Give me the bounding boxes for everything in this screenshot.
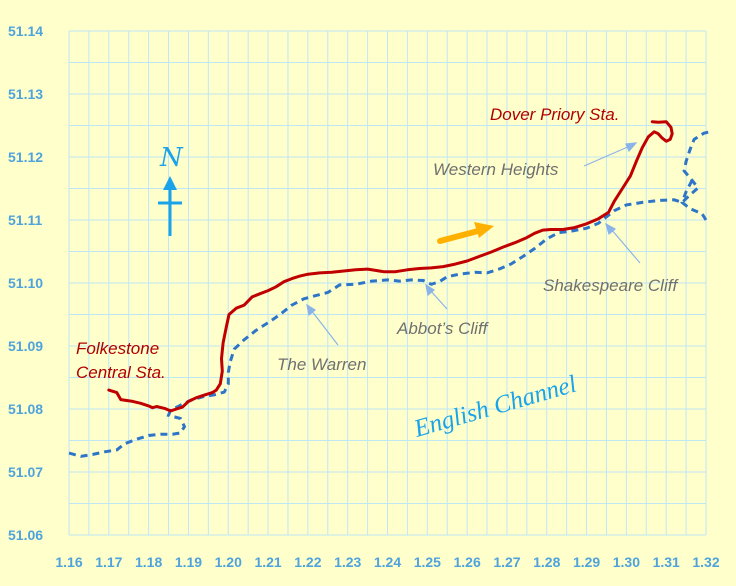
dover-priory-label: Dover Priory Sta. [490,105,619,124]
x-tick-label: 1.24 [374,554,401,570]
western-heights-leader [583,145,631,167]
route-path [107,120,674,413]
x-tick-label: 1.25 [414,554,441,570]
x-tick-label: 1.19 [175,554,202,570]
leader-lines [306,142,641,346]
x-tick-label: 1.30 [613,554,640,570]
abbots-cliff-label: Abbot’s Cliff [396,319,490,338]
x-tick-label: 1.23 [334,554,361,570]
coastline-path [68,130,711,458]
north-label: N [159,143,184,173]
abbots-leader [429,289,448,310]
abbots-leader-arrowhead [425,283,436,297]
shakespeare-cliff-label: Shakespeare Cliff [543,276,679,295]
x-tick-label: 1.27 [493,554,520,570]
y-tick-label: 51.08 [8,401,43,417]
y-tick-label: 51.09 [8,338,43,354]
y-tick-label: 51.13 [8,86,43,102]
x-tick-label: 1.16 [55,554,82,570]
western-heights-leader-arrowhead [625,142,638,153]
coastline-layer [68,130,711,458]
warren-leader [310,309,339,346]
shakespeare-leader [610,228,641,264]
x-tick-label: 1.29 [573,554,600,570]
y-tick-label: 51.10 [8,275,43,291]
folkestone-label-line2: Central Sta. [76,363,166,382]
shakespeare-leader-arrowhead [605,222,617,236]
x-tick-label: 1.28 [533,554,560,570]
y-tick-label: 51.12 [8,149,43,165]
north-arrow-icon [158,176,182,236]
x-tick-label: 1.22 [294,554,321,570]
x-tick-label: 1.21 [254,554,281,570]
y-tick-label: 51.06 [8,527,43,543]
y-tick-labels: 51.14 51.13 51.12 51.11 51.10 51.09 51.08 51.07… [8,23,43,543]
x-tick-labels: 1.16 1.17 1.18 1.19 1.20 1.21 1.22 1.23 1.24 1.25… [55,554,719,570]
western-heights-label: Western Heights [433,160,559,179]
x-tick-label: 1.18 [135,554,162,570]
y-tick-label: 51.11 [8,212,42,228]
grid-lines [68,30,707,536]
warren-leader-arrowhead [306,303,317,317]
direction-arrow-icon [437,222,494,244]
x-tick-label: 1.31 [653,554,680,570]
x-tick-label: 1.17 [95,554,122,570]
y-tick-label: 51.07 [8,464,43,480]
the-warren-label: The Warren [277,355,366,374]
x-tick-label: 1.26 [454,554,481,570]
y-tick-label: 51.14 [8,23,43,39]
coastline-spur-path [680,179,708,221]
x-tick-label: 1.32 [692,554,719,570]
x-tick-label: 1.20 [215,554,242,570]
folkestone-label-line1: Folkestone [76,339,159,358]
